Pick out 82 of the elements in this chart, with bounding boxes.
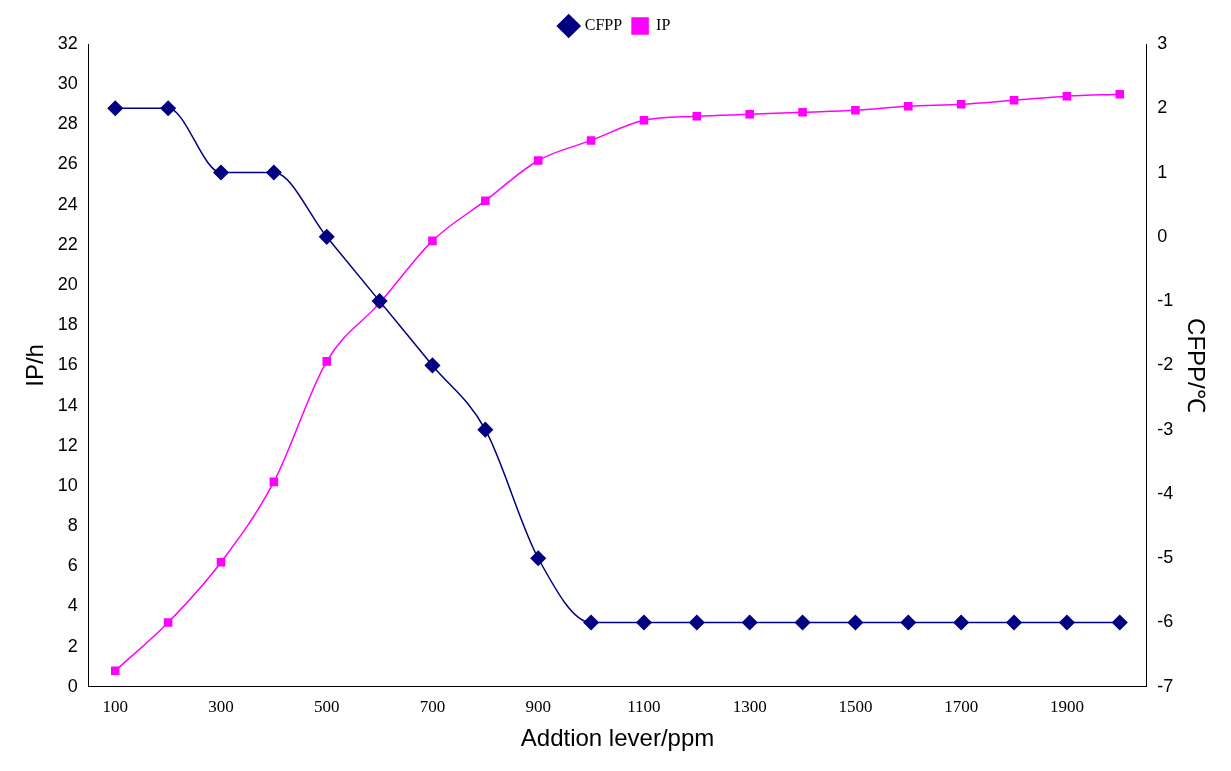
- point: [586, 136, 596, 145]
- point: [371, 293, 388, 309]
- y2-tick-label: -2: [1157, 354, 1174, 375]
- point: [318, 229, 335, 245]
- point: [1009, 95, 1019, 105]
- y-tick-label: 28: [57, 113, 78, 134]
- y-tick-label: 22: [57, 233, 78, 254]
- y2-tick-label: -1: [1157, 290, 1174, 311]
- x-tick-label: 300: [208, 697, 234, 717]
- point: [1006, 614, 1022, 631]
- point: [1112, 614, 1128, 631]
- point: [741, 614, 758, 631]
- y-tick-label: 10: [57, 474, 78, 495]
- y2-tick-label: -6: [1157, 611, 1174, 632]
- point: [900, 614, 917, 631]
- y-tick-label: 8: [67, 515, 78, 536]
- point: [745, 110, 754, 119]
- y2-tick-label: -3: [1157, 418, 1174, 439]
- x-tick-label: 500: [313, 697, 340, 717]
- y-tick-label: 26: [57, 153, 78, 174]
- point: [1059, 614, 1075, 631]
- x-tick-label: 900: [525, 697, 551, 717]
- y-tick-label: 12: [57, 434, 78, 455]
- y2-tick-label: -7: [1157, 675, 1174, 696]
- point: [163, 618, 173, 627]
- point: [213, 164, 229, 181]
- point: [636, 614, 652, 631]
- point: [107, 100, 124, 117]
- point: [160, 100, 176, 117]
- point: [477, 421, 494, 438]
- point: [798, 108, 807, 117]
- point: [533, 156, 543, 165]
- y-tick-label: 20: [57, 274, 78, 295]
- y-tick-label: 14: [57, 394, 78, 415]
- point: [583, 614, 599, 631]
- y-tick-label: 0: [67, 675, 78, 696]
- point: [689, 614, 705, 631]
- y2-tick-label: -5: [1157, 547, 1174, 568]
- point: [956, 99, 966, 109]
- y2-axis-title: CFPP/℃: [1182, 318, 1210, 413]
- point: [216, 557, 226, 567]
- point: [953, 614, 969, 631]
- x-tick-label: 1900: [1049, 697, 1084, 717]
- point: [794, 614, 811, 631]
- legend-label: IP: [656, 16, 671, 34]
- point: [692, 112, 702, 121]
- point: [110, 666, 120, 676]
- point: [322, 357, 332, 366]
- y2-tick-label: 3: [1157, 32, 1168, 53]
- y-tick-label: 2: [67, 635, 78, 656]
- y2-tick-label: 2: [1157, 97, 1168, 118]
- y2-tick-label: 0: [1157, 225, 1168, 246]
- y-tick-label: 6: [67, 555, 78, 576]
- y-tick-label: 32: [57, 32, 78, 53]
- point: [1062, 91, 1072, 101]
- x-tick-label: 1500: [838, 697, 873, 717]
- x-tick-label: 1300: [732, 697, 767, 717]
- x-tick-label: 1700: [944, 697, 979, 717]
- point: [424, 357, 441, 374]
- x-tick-label: 1100: [627, 697, 661, 717]
- y-tick-label: 4: [67, 595, 78, 616]
- point: [639, 116, 649, 125]
- y-axis-title: IP/h: [21, 344, 49, 387]
- legend-label: CFPP: [584, 16, 623, 34]
- point: [269, 477, 279, 487]
- point: [481, 196, 490, 205]
- y-tick-label: 30: [57, 73, 78, 94]
- x-tick-label: 100: [102, 697, 129, 717]
- y-tick-label: 18: [57, 314, 78, 335]
- point: [904, 101, 913, 111]
- point: [851, 106, 860, 115]
- point: [530, 550, 546, 566]
- y2-tick-label: -4: [1157, 482, 1174, 503]
- x-tick-label: 700: [419, 697, 446, 717]
- point: [266, 164, 282, 181]
- y2-tick-label: 1: [1157, 161, 1168, 182]
- y-tick-label: 24: [57, 193, 78, 214]
- y-tick-label: 16: [57, 354, 78, 375]
- x-axis-title: Addtion lever/ppm: [520, 724, 715, 752]
- point: [1115, 89, 1125, 99]
- point: [428, 236, 437, 246]
- point: [847, 614, 864, 631]
